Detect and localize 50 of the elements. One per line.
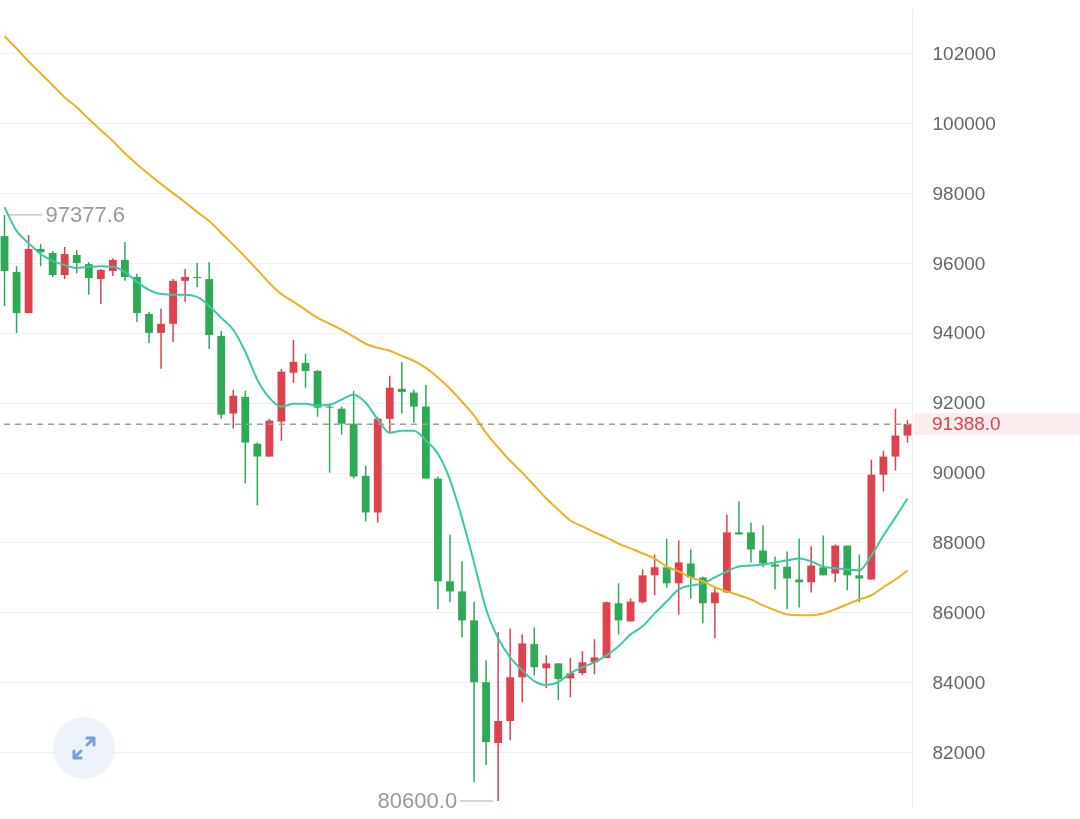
candlestick (48, 250, 57, 278)
y-tick-label: 90000 (932, 462, 986, 484)
candlestick (855, 553, 864, 603)
candlestick (771, 555, 779, 591)
candlestick (530, 626, 539, 676)
candlestick (783, 550, 791, 610)
y-tick-label: 92000 (932, 392, 986, 414)
candlestick (891, 407, 900, 472)
candlestick (60, 246, 69, 280)
y-tick-label: 84000 (932, 671, 986, 693)
y-tick-label: 88000 (932, 532, 986, 553)
candlestick (145, 311, 153, 344)
candlestick (193, 262, 202, 288)
candlestick (879, 449, 888, 493)
candlestick (446, 533, 454, 603)
candlestick (674, 539, 683, 616)
candlestick (494, 631, 503, 802)
candlestick (542, 654, 551, 689)
y-tick-label: 94000 (932, 322, 986, 344)
candlestick (807, 545, 816, 594)
y-tick-label: 98000 (932, 182, 986, 204)
line-series (3, 206, 909, 687)
candlestick (72, 249, 81, 274)
candlestick (554, 662, 563, 701)
candlestick (409, 389, 418, 424)
candlestick (181, 268, 190, 303)
candlestick (289, 339, 298, 384)
ref-line-label: 91388.0 (932, 413, 1001, 435)
candlestick (686, 548, 695, 600)
y-tick-label: 96000 (932, 252, 986, 274)
annotation: 97377.6 (45, 201, 126, 227)
candlestick (819, 534, 828, 577)
candlestick (747, 521, 755, 564)
candlestick (337, 405, 346, 436)
candlestick (253, 441, 262, 507)
y-tick-label: 82000 (932, 741, 986, 763)
line-series (3, 35, 909, 617)
candlestick (662, 537, 671, 589)
candlestick (759, 524, 767, 569)
y-tick-label: 102000 (932, 42, 996, 64)
candlestick (650, 553, 659, 596)
candlestick (397, 361, 406, 415)
candlestick (157, 308, 165, 370)
candlestick (735, 500, 743, 536)
y-tick-label: 100000 (932, 112, 996, 134)
candlestick (229, 389, 238, 430)
candlestick (710, 587, 719, 639)
y-tick-label: 86000 (932, 601, 986, 623)
candlestick (96, 268, 105, 305)
annotation: 80600.0 (377, 788, 458, 814)
